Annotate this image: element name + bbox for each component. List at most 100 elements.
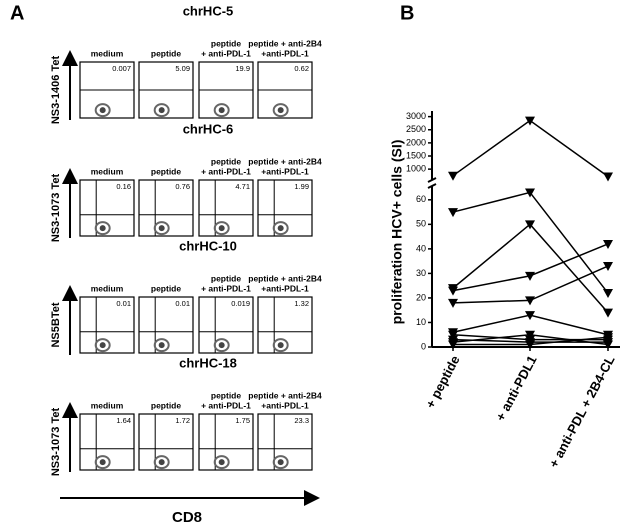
- marker: [525, 116, 535, 126]
- marker: [448, 171, 458, 181]
- cell-cluster: [277, 342, 284, 349]
- percent-label: 1.64: [116, 416, 131, 425]
- column-label: peptide + anti-2B4: [248, 38, 322, 48]
- axis-break: [427, 177, 437, 183]
- marker: [525, 296, 535, 306]
- percent-label: 1.32: [294, 299, 309, 308]
- y-tick-label: 2000: [406, 137, 426, 147]
- cell-cluster: [153, 221, 170, 236]
- column-label: peptide: [151, 166, 181, 176]
- cell-cluster: [99, 342, 106, 349]
- column-label: peptide + anti-2B4: [248, 156, 322, 166]
- y-tick-label: 30: [416, 268, 426, 278]
- marker: [448, 298, 458, 308]
- cell-cluster: [277, 459, 284, 466]
- x-tick-label: + anti-PDL1: [493, 353, 540, 424]
- series-line: [452, 243, 609, 292]
- cell-cluster: [158, 107, 165, 114]
- panel-letter: A: [10, 2, 24, 24]
- cell-cluster: [277, 225, 284, 232]
- row-title: chrHC-6: [183, 121, 234, 136]
- cell-cluster: [94, 103, 111, 118]
- cell-cluster: [94, 221, 111, 236]
- column-label: medium: [91, 166, 124, 176]
- column-label: peptide: [211, 38, 241, 48]
- cell-cluster: [272, 338, 289, 353]
- marker: [448, 340, 458, 350]
- column-label: + anti-PDL-1: [201, 166, 251, 176]
- marker: [603, 172, 613, 182]
- row-title: chrHC-18: [179, 355, 237, 370]
- y-label: NS3-1073 Tet: [50, 408, 62, 477]
- column-label: +anti-PDL-1: [261, 166, 309, 176]
- cell-cluster: [94, 455, 111, 470]
- marker: [603, 289, 613, 299]
- percent-label: 1.72: [175, 416, 190, 425]
- plot-box: [138, 413, 194, 471]
- x-tick-label: + anti-PDL + 2B4-CL: [546, 353, 618, 470]
- percent-label: 4.71: [235, 182, 250, 191]
- x-label: CD8: [172, 509, 202, 526]
- x-tick-label: + peptide: [422, 353, 462, 411]
- y-tick-label: 2500: [406, 124, 426, 134]
- cell-cluster: [153, 338, 170, 353]
- cell-cluster: [153, 103, 170, 118]
- column-label: +anti-PDL-1: [261, 283, 309, 293]
- plot-box: [79, 413, 135, 471]
- y-tick-label: 60: [416, 194, 426, 204]
- marker: [525, 220, 535, 230]
- y-tick-label: 1500: [406, 150, 426, 160]
- plot-box: [79, 296, 135, 354]
- cell-cluster: [99, 459, 106, 466]
- y-label: NS5BTet: [50, 302, 62, 347]
- cell-cluster: [213, 103, 230, 118]
- column-label: peptide: [211, 273, 241, 283]
- marker: [525, 340, 535, 350]
- cell-cluster: [213, 455, 230, 470]
- column-label: peptide: [151, 283, 181, 293]
- plot-box: [198, 296, 254, 354]
- y-axis-title: proliferation HCV+ cells (SI): [389, 140, 405, 325]
- column-label: medium: [91, 48, 124, 58]
- y-tick-label: 10: [416, 317, 426, 327]
- column-label: + anti-PDL-1: [201, 400, 251, 410]
- cell-cluster: [272, 455, 289, 470]
- percent-label: 1.75: [235, 416, 250, 425]
- cell-cluster: [158, 342, 165, 349]
- cell-cluster: [218, 107, 225, 114]
- cell-cluster: [218, 342, 225, 349]
- cell-cluster: [213, 338, 230, 353]
- cell-cluster: [277, 107, 284, 114]
- percent-label: 5.09: [175, 64, 190, 73]
- plot-box: [257, 296, 313, 354]
- column-label: +anti-PDL-1: [261, 48, 309, 58]
- column-label: + anti-PDL-1: [201, 283, 251, 293]
- y-tick-label: 40: [416, 243, 426, 253]
- cell-cluster: [99, 225, 106, 232]
- cell-cluster: [272, 221, 289, 236]
- y-tick-label: 0: [421, 341, 426, 351]
- marker: [448, 286, 458, 296]
- series-line: [452, 119, 609, 178]
- cell-cluster: [272, 103, 289, 118]
- cell-cluster: [94, 338, 111, 353]
- cell-cluster: [218, 459, 225, 466]
- row-title: chrHC-5: [183, 3, 234, 18]
- column-label: peptide: [211, 390, 241, 400]
- cell-cluster: [153, 455, 170, 470]
- percent-label: 0.76: [175, 182, 190, 191]
- plot-box: [79, 179, 135, 237]
- column-label: peptide + anti-2B4: [248, 273, 322, 283]
- column-label: peptide: [151, 48, 181, 58]
- plot-box: [198, 413, 254, 471]
- percent-label: 19.9: [235, 64, 250, 73]
- row-title: chrHC-10: [179, 238, 237, 253]
- marker: [525, 188, 535, 198]
- percent-label: 1.99: [294, 182, 309, 191]
- marker: [603, 239, 613, 249]
- marker: [603, 262, 613, 272]
- plot-box: [198, 179, 254, 237]
- percent-label: 0.019: [231, 299, 250, 308]
- y-label: NS3-1073 Tet: [50, 174, 62, 243]
